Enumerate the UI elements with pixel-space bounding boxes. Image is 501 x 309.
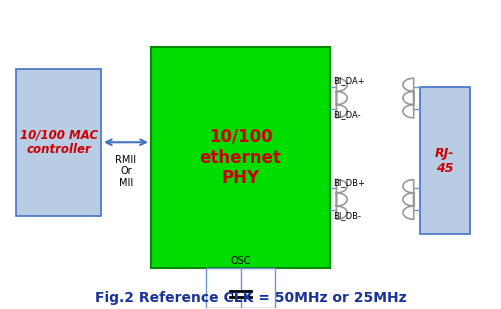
Text: 10/100
ethernet
PHY: 10/100 ethernet PHY xyxy=(199,128,282,187)
Text: OSC: OSC xyxy=(230,256,251,266)
Text: BI_DA+: BI_DA+ xyxy=(333,77,364,86)
Text: RMII
Or
MII: RMII Or MII xyxy=(115,154,136,188)
Text: BI_DB+: BI_DB+ xyxy=(333,178,365,187)
Text: RJ-
45: RJ- 45 xyxy=(435,147,454,175)
FancyBboxPatch shape xyxy=(151,47,330,268)
Text: BI_DA-: BI_DA- xyxy=(333,110,360,119)
FancyBboxPatch shape xyxy=(17,69,101,216)
FancyBboxPatch shape xyxy=(232,291,249,297)
Text: BI_DB-: BI_DB- xyxy=(333,211,361,220)
FancyBboxPatch shape xyxy=(420,87,470,234)
Text: 10/100 MAC
controller: 10/100 MAC controller xyxy=(20,128,98,156)
Text: Fig.2 Reference CLK = 50MHz or 25MHz: Fig.2 Reference CLK = 50MHz or 25MHz xyxy=(95,290,406,305)
